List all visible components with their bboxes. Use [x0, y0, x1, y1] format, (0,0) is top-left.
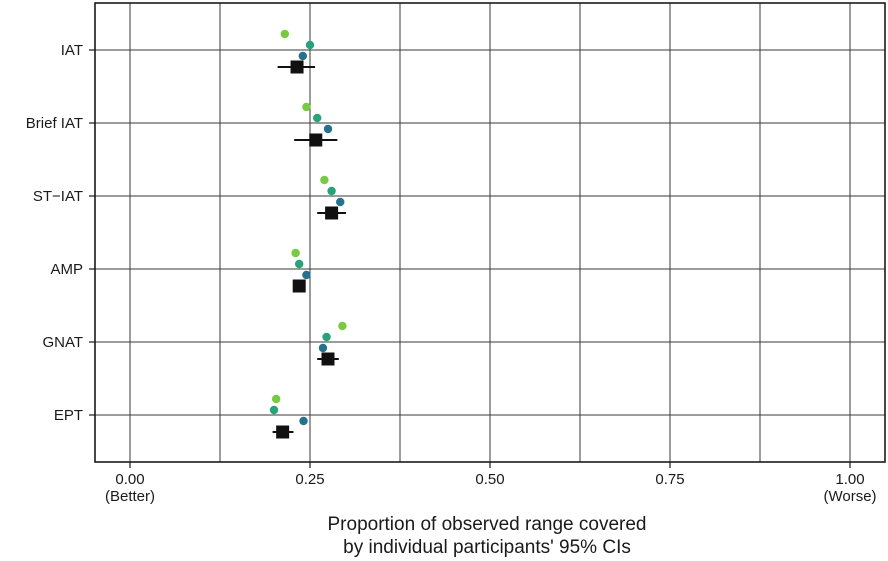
y-tick-label: EPT	[54, 407, 83, 424]
y-axis-labels: IAT Brief IAT ST−IAT AMP GNAT EPT	[26, 42, 95, 424]
data-point	[291, 248, 300, 258]
y-tick-label: AMP	[50, 261, 83, 278]
summary-point	[309, 133, 323, 147]
y-tick-label: GNAT	[42, 334, 83, 351]
x-axis-labels: 0.00(Better) 0.25 0.50 0.75 1.00(Worse)	[105, 462, 877, 505]
data-point	[280, 29, 289, 39]
y-tick-label: Brief IAT	[26, 115, 83, 132]
data-point	[320, 175, 329, 185]
x-axis-title-line1: Proportion of observed range covered	[328, 514, 647, 535]
x-tick-label: 0.25	[295, 471, 324, 488]
x-tick-label: 0.75	[655, 471, 684, 488]
x-axis-title-line2: by individual participants' 95% CIs	[343, 537, 631, 558]
plot-panel	[94, 2, 886, 463]
x-tick-sublabel: (Better)	[105, 488, 155, 505]
x-tick-label: 0.50	[475, 471, 504, 488]
summary-point	[276, 425, 290, 439]
y-tick-label: IAT	[61, 42, 83, 59]
data-point	[338, 321, 347, 331]
data-point	[269, 405, 279, 415]
data-point	[302, 270, 311, 280]
data-point	[323, 124, 333, 134]
x-tick-sublabel: (Worse)	[823, 488, 876, 505]
grid	[95, 3, 885, 462]
summary-point	[321, 352, 335, 366]
data-point	[295, 259, 304, 269]
x-tick-label: 1.00	[835, 471, 864, 488]
data-point	[318, 343, 328, 353]
data-point	[302, 102, 311, 112]
data-point	[327, 186, 336, 196]
data-point	[299, 416, 308, 426]
data-point	[336, 197, 345, 207]
x-tick-label: 0.00	[115, 471, 144, 488]
data-point	[271, 394, 281, 404]
summary-point	[290, 60, 304, 74]
y-tick-label: ST−IAT	[33, 188, 83, 205]
data-marks	[269, 29, 347, 439]
data-point	[298, 51, 307, 61]
data-point	[313, 113, 322, 123]
data-point	[322, 332, 331, 342]
summary-point	[325, 206, 339, 220]
summary-point	[292, 279, 306, 293]
data-point	[305, 40, 315, 50]
